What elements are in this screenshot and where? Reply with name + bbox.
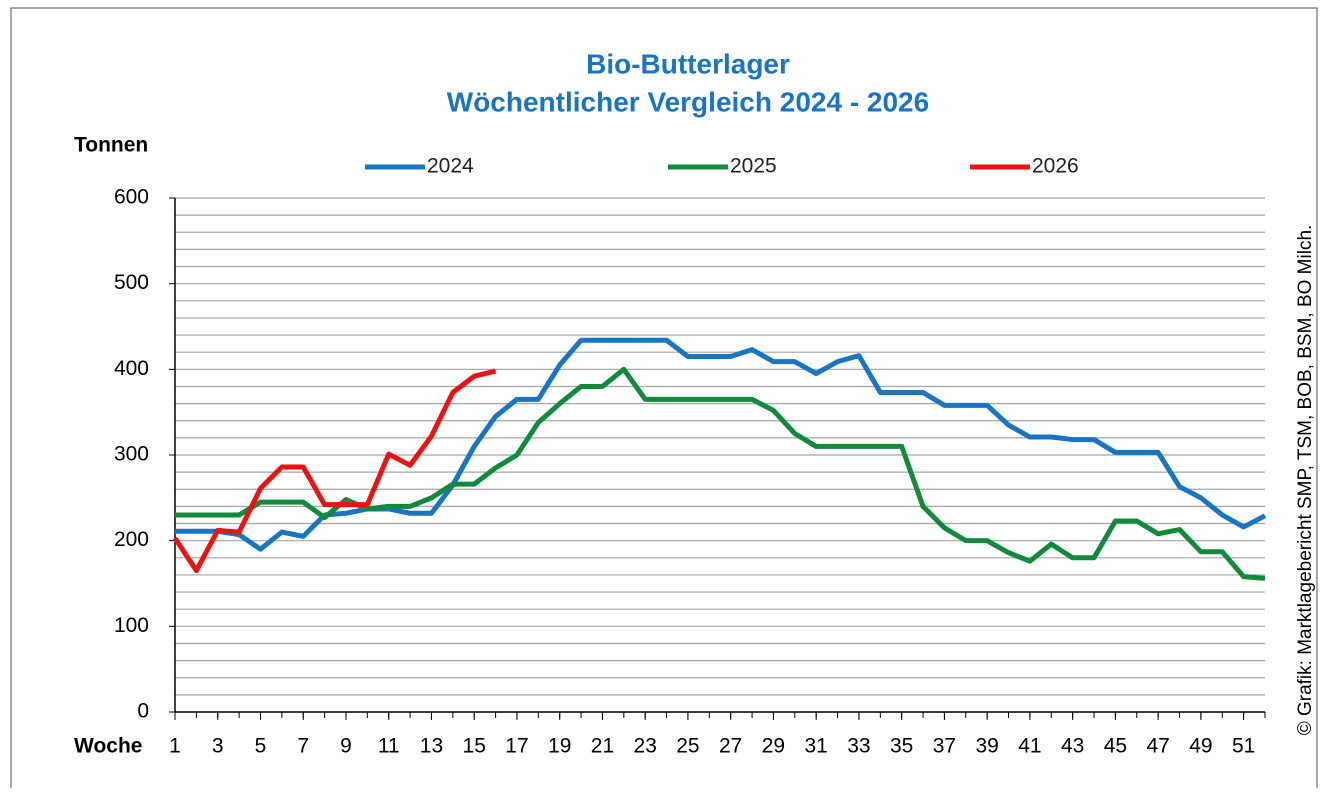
y-tick-label: 400 bbox=[114, 357, 149, 380]
x-tick-label: 9 bbox=[340, 735, 352, 758]
x-axis-label: Woche bbox=[74, 735, 142, 758]
x-tick-label: 45 bbox=[1104, 735, 1127, 758]
x-tick-label: 21 bbox=[591, 735, 614, 758]
y-tick-label: 600 bbox=[114, 186, 149, 209]
x-tick-label: 31 bbox=[804, 735, 827, 758]
x-tick-label: 49 bbox=[1189, 735, 1212, 758]
x-tick-label: 3 bbox=[212, 735, 224, 758]
series-line bbox=[172, 368, 497, 574]
x-tick-label: 19 bbox=[548, 735, 571, 758]
x-tick-label: 51 bbox=[1232, 735, 1255, 758]
x-tick-label: 33 bbox=[847, 735, 870, 758]
x-tick-label: 43 bbox=[1061, 735, 1084, 758]
x-tick-label: 11 bbox=[378, 735, 400, 758]
x-tick-label: 25 bbox=[676, 735, 699, 758]
x-tick-label: 35 bbox=[890, 735, 913, 758]
source-note: © Grafik: Marktlagebericht SMP, TSM, BOB… bbox=[1295, 225, 1316, 736]
y-axis-label: Tonnen bbox=[74, 134, 148, 157]
legend-label: 2024 bbox=[427, 155, 474, 178]
chart-title: Bio-Butterlager bbox=[586, 48, 790, 79]
x-tick-label: 13 bbox=[420, 735, 443, 758]
x-tick-label: 47 bbox=[1146, 735, 1169, 758]
x-tick-label: 7 bbox=[297, 735, 309, 758]
legend-label: 2025 bbox=[730, 155, 777, 178]
y-tick-label: 200 bbox=[114, 528, 149, 551]
y-tick-label: 500 bbox=[114, 271, 149, 294]
x-tick-label: 37 bbox=[933, 735, 956, 758]
x-tick-label: 17 bbox=[505, 735, 528, 758]
x-tick-label: 15 bbox=[463, 735, 486, 758]
y-tick-label: 0 bbox=[137, 700, 149, 723]
x-tick-label: 41 bbox=[1018, 735, 1041, 758]
series-line bbox=[175, 337, 1267, 552]
x-tick-label: 29 bbox=[762, 735, 785, 758]
chart-subtitle: Wöchentlicher Vergleich 2024 - 2026 bbox=[447, 86, 929, 117]
y-tick-label: 100 bbox=[114, 614, 149, 637]
x-tick-label: 23 bbox=[634, 735, 657, 758]
y-tick-label: 300 bbox=[114, 443, 149, 466]
x-tick-label: 27 bbox=[719, 735, 742, 758]
x-tick-label: 1 bbox=[169, 735, 181, 758]
legend-label: 2026 bbox=[1032, 155, 1079, 178]
x-tick-label: 39 bbox=[975, 735, 998, 758]
x-tick-label: 5 bbox=[255, 735, 267, 758]
